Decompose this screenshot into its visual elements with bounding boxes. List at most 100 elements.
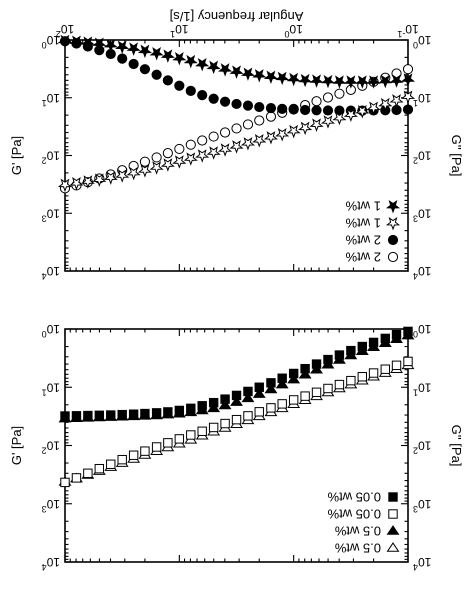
data-point <box>197 401 207 411</box>
data-point <box>115 169 130 183</box>
data-point <box>80 175 95 189</box>
data-point <box>277 399 287 409</box>
legend-label: 1 wt% <box>345 199 381 214</box>
data-point <box>151 408 162 418</box>
legend-marker <box>385 216 401 231</box>
data-point <box>195 149 210 163</box>
data-point <box>311 105 322 116</box>
data-point <box>380 364 390 374</box>
data-point <box>403 326 413 337</box>
data-point <box>403 356 413 367</box>
data-point <box>264 383 278 394</box>
data-point <box>320 115 336 129</box>
y-tick-label-left: 102 <box>413 439 431 456</box>
data-point <box>128 450 139 460</box>
data-point <box>389 94 404 108</box>
data-point <box>252 388 266 398</box>
data-point <box>310 363 323 374</box>
series-square-filled <box>60 326 413 421</box>
data-point <box>368 368 379 378</box>
data-point <box>275 71 290 86</box>
data-point <box>149 46 164 61</box>
data-point <box>389 74 404 88</box>
data-point <box>243 411 253 421</box>
data-point <box>160 158 175 172</box>
data-point <box>229 140 244 154</box>
data-point <box>128 409 139 419</box>
data-point <box>71 411 82 421</box>
data-point <box>208 422 219 433</box>
series-star-filled <box>57 34 416 89</box>
data-point <box>92 37 107 51</box>
data-point <box>288 104 299 115</box>
y-tick-label-left: 104 <box>413 264 431 281</box>
y-tick-label-left: 103 <box>413 497 431 514</box>
data-point <box>197 135 208 146</box>
y-tick-label-right: 103 <box>42 497 60 514</box>
data-point <box>309 74 324 88</box>
data-point <box>195 57 210 72</box>
data-point <box>231 98 242 110</box>
legend-label: 0.05 wt% <box>327 490 381 505</box>
data-point <box>265 102 277 114</box>
data-point <box>92 173 107 187</box>
data-point <box>183 152 198 166</box>
data-point <box>103 38 118 53</box>
data-point <box>322 105 334 116</box>
data-point <box>322 92 334 103</box>
data-point <box>172 155 187 169</box>
data-point <box>334 350 345 360</box>
data-point <box>231 414 242 425</box>
data-point <box>117 454 127 465</box>
data-point <box>69 35 84 49</box>
data-point <box>286 124 301 139</box>
data-point <box>243 386 253 397</box>
data-point <box>220 394 230 404</box>
data-point <box>400 90 416 104</box>
data-point <box>139 156 151 167</box>
data-point <box>208 131 219 142</box>
data-point <box>69 177 84 191</box>
data-point <box>288 395 299 405</box>
data-point <box>231 390 242 401</box>
data-point <box>151 152 162 163</box>
y-tick-label-left: 103 <box>413 206 431 223</box>
data-point <box>206 60 221 75</box>
data-point <box>254 407 264 417</box>
data-point <box>140 408 150 419</box>
data-point <box>185 85 196 96</box>
data-point <box>139 64 151 75</box>
data-point <box>83 410 93 421</box>
data-point <box>343 75 358 89</box>
data-point <box>163 438 173 448</box>
data-point <box>311 359 322 369</box>
y-axis-label-left: G'' [Pa] <box>449 135 464 177</box>
data-point <box>197 426 207 436</box>
data-point <box>219 127 231 138</box>
data-point <box>309 118 324 132</box>
data-point <box>402 104 414 115</box>
data-point <box>334 88 345 99</box>
data-point <box>266 378 276 388</box>
data-point <box>230 396 243 406</box>
data-point <box>298 368 312 379</box>
data-point <box>357 341 368 352</box>
data-point <box>252 134 267 148</box>
series-square-open <box>60 356 413 488</box>
data-point <box>334 379 345 390</box>
data-point <box>288 368 299 379</box>
legend-label: 2 wt% <box>345 233 381 248</box>
legend: 2 wt% 2 wt% 1 wt% 1 wt% <box>345 199 401 265</box>
data-point <box>275 128 290 142</box>
data-point <box>208 397 219 408</box>
data-point <box>83 468 93 478</box>
data-point <box>206 146 221 160</box>
y-tick-label-right: 102 <box>42 149 60 166</box>
data-point <box>254 101 265 113</box>
y-tick-label-left: 101 <box>413 380 431 397</box>
data-point <box>332 111 347 126</box>
data-point <box>219 96 231 107</box>
data-point <box>160 49 175 63</box>
y-tick-label-right: 102 <box>42 439 60 456</box>
data-point <box>323 354 333 365</box>
